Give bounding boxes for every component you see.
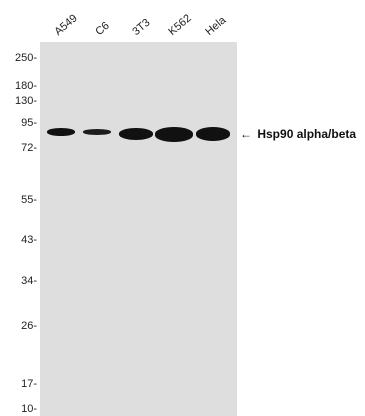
lane-label-hela: Hela bbox=[203, 14, 229, 38]
band-hela bbox=[196, 127, 230, 141]
marker-43: 43- bbox=[21, 234, 37, 246]
lane-label-k562: K562 bbox=[166, 12, 194, 38]
left-arrow-icon: ← bbox=[240, 127, 252, 141]
lane-label-3t3: 3T3 bbox=[130, 16, 153, 38]
band-k562 bbox=[155, 127, 193, 142]
marker-250: 250- bbox=[14, 52, 37, 64]
band-c6 bbox=[83, 129, 111, 135]
marker-17: 17- bbox=[21, 378, 37, 390]
marker-72: 72- bbox=[21, 142, 37, 154]
blot-membrane bbox=[40, 42, 237, 416]
marker-180: 180- bbox=[14, 80, 37, 92]
lane-label-a549: A549 bbox=[52, 12, 80, 38]
target-annotation: ← Hsp90 alpha/beta bbox=[240, 127, 356, 141]
marker-95: 95- bbox=[21, 117, 37, 129]
marker-130: 130- bbox=[14, 95, 37, 107]
marker-26: 26- bbox=[21, 320, 37, 332]
band-3t3 bbox=[119, 128, 153, 140]
marker-10: 10- bbox=[21, 403, 37, 415]
band-a549 bbox=[47, 128, 75, 136]
marker-55: 55- bbox=[21, 194, 37, 206]
target-protein-label: Hsp90 alpha/beta bbox=[257, 127, 357, 141]
marker-34: 34- bbox=[21, 275, 37, 287]
lane-label-c6: C6 bbox=[93, 19, 112, 38]
